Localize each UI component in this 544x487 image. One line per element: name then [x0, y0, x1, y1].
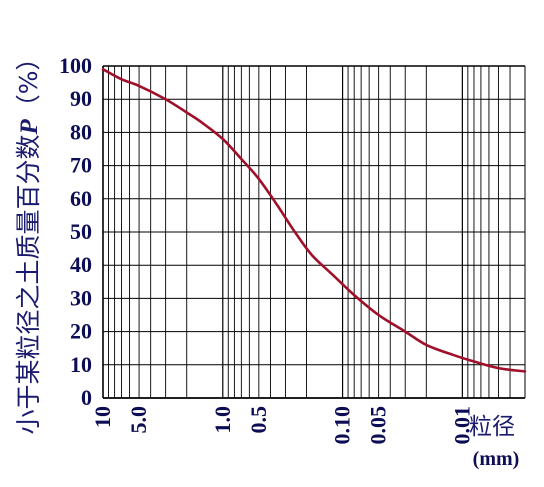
- y-axis-label-text: 小于某粒径之土质量百分数: [14, 135, 43, 435]
- y-tick-label-60: 60: [70, 186, 92, 211]
- y-tick-label-80: 80: [70, 119, 92, 144]
- y-tick-label-40: 40: [70, 252, 92, 277]
- x-axis-label: 粒径: [469, 414, 515, 440]
- y-tick-label-20: 20: [70, 319, 92, 344]
- y-tick-label-70: 70: [70, 153, 92, 178]
- y-axis-label-unit: （%）: [14, 45, 43, 119]
- y-axis-label-variable: P: [16, 119, 43, 136]
- y-tick-label-90: 90: [70, 86, 92, 111]
- y-tick-label-10: 10: [70, 352, 92, 377]
- x-tick-label-0: 10: [90, 406, 115, 428]
- x-tick-label-4: 0.10: [330, 406, 355, 445]
- y-axis-label: 小于某粒径之土质量百分数P（%）: [14, 45, 43, 434]
- x-axis-unit: (mm): [473, 448, 520, 470]
- y-tick-label-0: 0: [81, 385, 92, 410]
- y-tick-label-50: 50: [70, 219, 92, 244]
- y-tick-labels: 0 10 20 30 40 50 60 70 80 90 100: [59, 53, 92, 410]
- x-tick-label-2: 1.0: [210, 406, 235, 434]
- x-tick-label-3: 0.5: [246, 406, 271, 434]
- x-tick-labels: 10 5.0 1.0 0.5 0.10 0.05 0.01: [90, 406, 474, 445]
- y-tick-label-100: 100: [59, 53, 92, 78]
- grain-size-curve: [101, 68, 527, 373]
- grid-lines: [102, 65, 526, 399]
- x-tick-label-1: 5.0: [126, 406, 151, 434]
- x-tick-label-6: 0.01: [449, 406, 474, 445]
- y-tick-label-30: 30: [70, 285, 92, 310]
- x-tick-label-5: 0.05: [366, 406, 391, 445]
